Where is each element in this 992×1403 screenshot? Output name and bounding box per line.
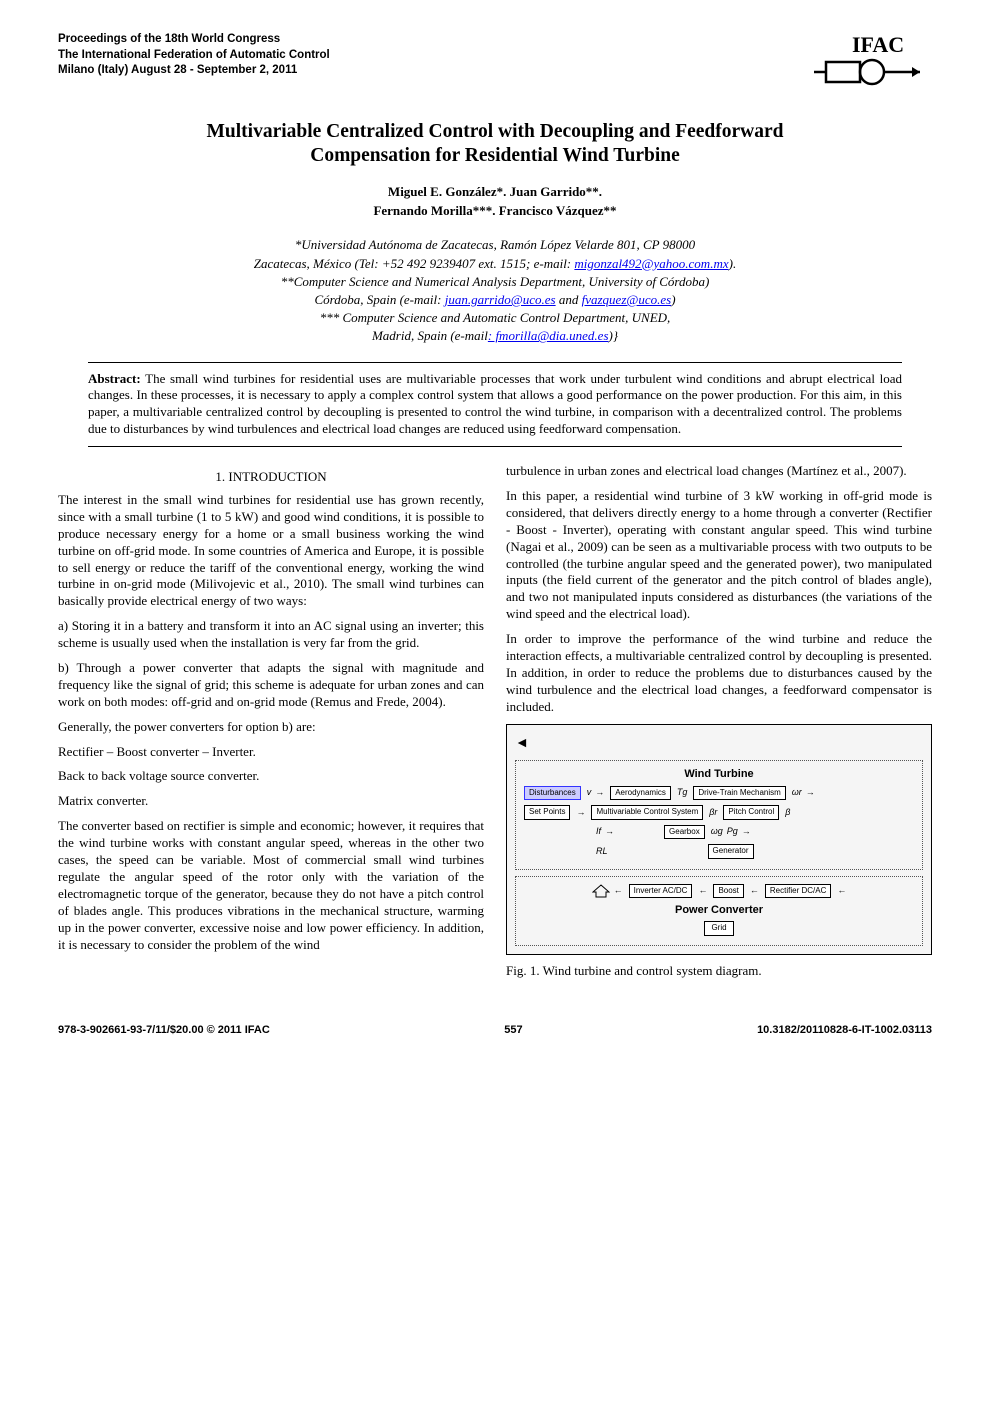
ifac-logo: IFAC xyxy=(812,32,932,92)
pitch-control-box: Pitch Control xyxy=(723,805,779,819)
gearbox-box: Gearbox xyxy=(664,825,705,839)
body-paragraph: b) Through a power converter that adapts… xyxy=(58,660,484,711)
home-icon xyxy=(592,884,610,898)
generator-box: Generator xyxy=(708,844,754,858)
sym-v: v xyxy=(587,787,592,799)
sym-beta: β xyxy=(785,807,790,819)
abstract: Abstract: The small wind turbines for re… xyxy=(88,371,902,439)
author-line: Fernando Morilla***. Francisco Vázquez** xyxy=(373,203,616,218)
divider xyxy=(88,446,902,447)
title-line: Multivariable Centralized Control with D… xyxy=(206,121,783,142)
abstract-label: Abstract: xyxy=(88,371,141,386)
body-paragraph: a) Storing it in a battery and transform… xyxy=(58,618,484,652)
proceedings-line: The International Federation of Automati… xyxy=(58,48,330,64)
email-link[interactable]: migonzal492@yahoo.com.mx xyxy=(574,256,728,271)
affil-text: Madrid, Spain (e-mail xyxy=(372,328,488,343)
proceedings-block: Proceedings of the 18th World Congress T… xyxy=(58,32,330,79)
left-column: 1. INTRODUCTION The interest in the smal… xyxy=(58,463,484,987)
body-paragraph: turbulence in urban zones and electrical… xyxy=(506,463,932,480)
set-points-box: Set Points xyxy=(524,805,570,819)
affil-text: ) xyxy=(671,292,675,307)
body-paragraph: In order to improve the performance of t… xyxy=(506,631,932,715)
header-row: Proceedings of the 18th World Congress T… xyxy=(58,32,932,92)
proceedings-line: Proceedings of the 18th World Congress xyxy=(58,32,330,48)
sym-pg: Pg xyxy=(727,826,738,838)
inverter-box: Inverter AC/DC xyxy=(629,884,693,898)
footer-doi: 10.3182/20110828-6-IT-1002.03113 xyxy=(757,1024,932,1036)
sym-rl: RL xyxy=(596,846,608,858)
rectifier-box: Rectifier DC/AC xyxy=(765,884,831,898)
power-converter-label: Power Converter xyxy=(522,903,916,917)
affil-text: ). xyxy=(729,256,737,271)
affil-text: *** Computer Science and Automatic Contr… xyxy=(320,310,671,325)
body-paragraph: Generally, the power converters for opti… xyxy=(58,719,484,736)
sym-if: If xyxy=(596,826,601,838)
footer-left: 978-3-902661-93-7/11/$20.00 © 2011 IFAC xyxy=(58,1024,270,1036)
right-column: turbulence in urban zones and electrical… xyxy=(506,463,932,987)
figure-caption: Fig. 1. Wind turbine and control system … xyxy=(506,963,932,980)
divider xyxy=(88,362,902,363)
body-paragraph: In this paper, a residential wind turbin… xyxy=(506,488,932,623)
proceedings-line: Milano (Italy) August 28 - September 2, … xyxy=(58,63,330,79)
body-paragraph: The converter based on rectifier is simp… xyxy=(58,818,484,953)
disturbances-box: Disturbances xyxy=(524,786,581,800)
page-title: Multivariable Centralized Control with D… xyxy=(58,120,932,169)
affiliations: *Universidad Autónoma de Zacatecas, Ramó… xyxy=(88,236,902,345)
affil-text: Córdoba, Spain (e-mail: xyxy=(314,292,444,307)
aerodynamics-box: Aerodynamics xyxy=(610,786,671,800)
sym-wg: ωg xyxy=(711,826,723,838)
sym-wr: ωr xyxy=(792,787,802,799)
grid-box: Grid xyxy=(704,921,733,935)
affil-text: and xyxy=(556,292,582,307)
figure-1-diagram: ◄ Wind Turbine Disturbances v → Aerodyna… xyxy=(506,724,932,955)
email-link[interactable]: fvazquez@uco.es xyxy=(582,292,672,307)
page-footer: 978-3-902661-93-7/11/$20.00 © 2011 IFAC … xyxy=(58,1024,932,1036)
two-column-body: 1. INTRODUCTION The interest in the smal… xyxy=(58,463,932,987)
authors: Miguel E. González*. Juan Garrido**. Fer… xyxy=(58,183,932,221)
affil-text: **Computer Science and Numerical Analysi… xyxy=(281,274,710,289)
email-link[interactable]: juan.garrido@uco.es xyxy=(445,292,556,307)
svg-text:IFAC: IFAC xyxy=(852,32,904,57)
boost-box: Boost xyxy=(713,884,743,898)
abstract-text: The small wind turbines for residential … xyxy=(88,371,902,437)
affil-text: *Universidad Autónoma de Zacatecas, Ramó… xyxy=(295,237,695,252)
affil-text: Zacatecas, México (Tel: +52 492 9239407 … xyxy=(254,256,575,271)
affil-text: )} xyxy=(609,328,619,343)
body-paragraph: The interest in the small wind turbines … xyxy=(58,492,484,610)
body-paragraph: Rectifier – Boost converter – Inverter. xyxy=(58,744,484,761)
author-line: Miguel E. González*. Juan Garrido**. xyxy=(388,184,602,199)
footer-page-number: 557 xyxy=(504,1024,522,1036)
multivariable-control-box: Multivariable Control System xyxy=(591,805,703,819)
drive-train-box: Drive-Train Mechanism xyxy=(693,786,785,800)
section-heading: 1. INTRODUCTION xyxy=(58,469,484,486)
sym-tg: Tg xyxy=(677,787,688,799)
wind-turbine-label: Wind Turbine xyxy=(522,767,916,781)
body-paragraph: Matrix converter. xyxy=(58,793,484,810)
sym-beta-r: βr xyxy=(709,807,717,819)
title-line: Compensation for Residential Wind Turbin… xyxy=(310,145,680,166)
email-link[interactable]: : fmorilla@dia.uned.es xyxy=(488,328,609,343)
body-paragraph: Back to back voltage source converter. xyxy=(58,768,484,785)
